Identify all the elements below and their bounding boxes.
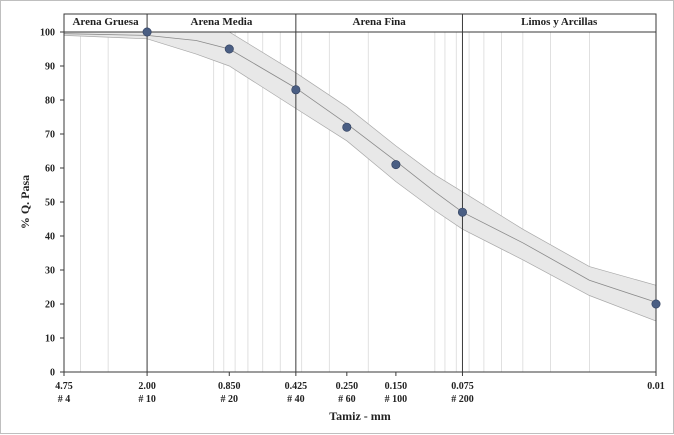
- plot-border: [63, 13, 657, 373]
- data-point: [342, 122, 352, 132]
- confidence-band: [63, 31, 657, 322]
- x-tick-label: 0.150: [385, 381, 408, 392]
- y-tick-label: 30: [45, 266, 55, 277]
- zone-label: Arena Fina: [353, 16, 407, 28]
- sieve-division-lines: [146, 14, 463, 372]
- x-tick-label: 0.425: [285, 381, 308, 392]
- x-sieve-label: # 60: [338, 394, 356, 405]
- x-tick-label: 0.850: [218, 381, 241, 392]
- x-tick-label: 2.00: [138, 381, 156, 392]
- data-point: [291, 85, 301, 95]
- axes: [60, 13, 657, 376]
- y-axis-label: % Q. Pasa: [18, 175, 32, 229]
- x-tick-label: 0.075: [451, 381, 474, 392]
- x-tick-label: 4.75: [55, 381, 73, 392]
- x-sieve-label: # 200: [451, 394, 474, 405]
- zone-label: Arena Gruesa: [72, 16, 139, 28]
- y-tick-label: 0: [50, 368, 55, 379]
- tick-labels: 0 10 20 30 40 50 60 70 80 90 100 4.75 # 4 2.00 # 10 0.8…: [40, 28, 665, 406]
- x-axis-label: Tamiz - mm: [329, 409, 391, 423]
- y-tick-label: 40: [45, 232, 55, 243]
- zone-label: Arena Media: [191, 16, 253, 28]
- data-point: [651, 299, 661, 309]
- y-tick-label: 60: [45, 164, 55, 175]
- zone-label: Limos y Arcillas: [521, 16, 598, 28]
- x-tick-label: 0.01: [647, 381, 665, 392]
- y-tick-label: 80: [45, 96, 55, 107]
- fit-curve: [63, 33, 657, 303]
- data-point: [391, 160, 401, 170]
- data-point: [224, 44, 234, 54]
- data-point: [142, 27, 152, 37]
- x-sieve-label: # 4: [58, 394, 71, 405]
- data-point: [457, 207, 467, 217]
- y-tick-label: 10: [45, 334, 55, 345]
- y-tick-label: 90: [45, 62, 55, 73]
- x-tick-label: 0.250: [336, 381, 359, 392]
- x-sieve-label: # 20: [221, 394, 239, 405]
- y-tick-label: 50: [45, 198, 55, 209]
- zone-header: Arena Gruesa Arena Media Arena Fina Limos y…: [72, 16, 598, 28]
- y-tick-label: 70: [45, 130, 55, 141]
- y-tick-label: 100: [40, 28, 55, 39]
- y-tick-label: 20: [45, 300, 55, 311]
- fit-band: [63, 31, 657, 322]
- minor-gridlines: [80, 32, 657, 372]
- x-sieve-label: # 10: [138, 394, 156, 405]
- x-sieve-label: # 100: [385, 394, 408, 405]
- x-sieve-label: # 40: [287, 394, 305, 405]
- data-points: [142, 27, 661, 309]
